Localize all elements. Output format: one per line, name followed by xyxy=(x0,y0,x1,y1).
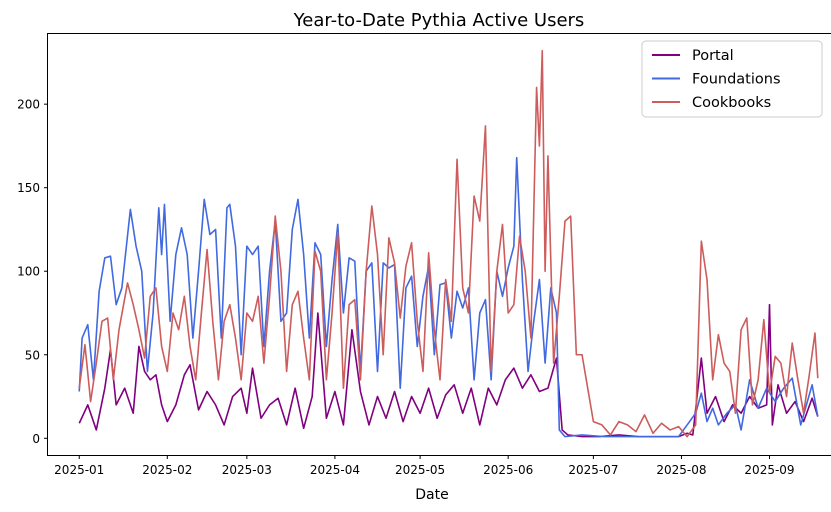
legend: Portal Foundations Cookbooks xyxy=(641,40,823,118)
legend-label-cookbooks: Cookbooks xyxy=(692,95,771,111)
x-tick-label: 2025-09 xyxy=(744,463,794,477)
plot-area xyxy=(78,49,819,438)
x-axis: 2025-01 2025-02 2025-03 2025-04 2025-05 2025-… xyxy=(54,455,795,477)
x-tick-label: 2025-08 xyxy=(656,463,706,477)
chart-title: Year-to-Date Pythia Active Users xyxy=(293,10,585,31)
x-tick-label: 2025-06 xyxy=(483,463,533,477)
x-axis-label: Date xyxy=(415,487,448,503)
x-tick-label: 2025-07 xyxy=(568,463,618,477)
y-tick-label: 150 xyxy=(17,181,40,195)
x-tick-label: 2025-01 xyxy=(54,463,104,477)
x-tick-label: 2025-05 xyxy=(395,463,445,477)
legend-label-foundations: Foundations xyxy=(692,72,781,88)
legend-label-portal: Portal xyxy=(692,48,734,64)
y-axis: 0 50 100 150 200 xyxy=(17,98,48,446)
y-tick-label: 100 xyxy=(17,265,40,279)
y-tick-label: 0 xyxy=(32,432,40,446)
x-tick-label: 2025-03 xyxy=(222,463,272,477)
y-tick-label: 50 xyxy=(25,348,40,362)
plot-frame xyxy=(47,33,831,456)
series-line-cookbooks xyxy=(78,49,819,438)
series-line-portal xyxy=(78,303,819,438)
y-tick-label: 200 xyxy=(17,98,40,112)
x-tick-label: 2025-02 xyxy=(142,463,192,477)
legend-box xyxy=(641,40,823,118)
x-tick-label: 2025-04 xyxy=(310,463,360,477)
series-line-foundations xyxy=(78,156,819,438)
